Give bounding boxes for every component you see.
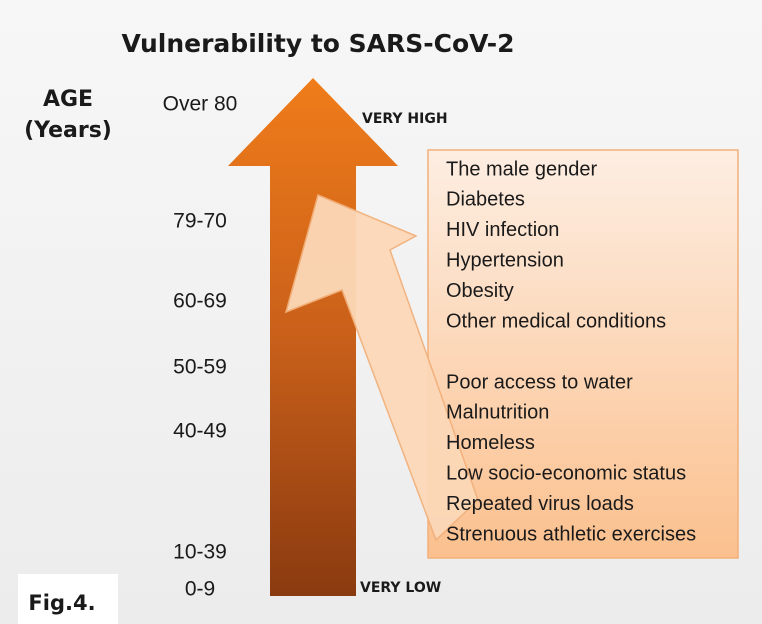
factor: Other medical conditions [446,310,666,332]
axis-label: (Years) [24,118,112,143]
factor: Repeated virus loads [446,493,634,515]
age-group: 79-70 [173,210,227,233]
factor: Low socio-economic status [446,462,686,484]
factor: Diabetes [446,189,525,211]
factors-arrow [284,193,479,542]
factor: The male gender [446,158,598,180]
factor-list: The male gender Diabetes HIV infection Hype… [446,158,696,545]
age-group: 10-39 [173,541,227,564]
factor: Malnutrition [446,402,549,424]
age-group: 0-9 [185,578,215,601]
level-label: VERY HIGH [362,111,448,127]
axis-label: AGE [43,87,93,112]
factor: Poor access to water [446,371,633,393]
factor: Hypertension [446,249,564,271]
factor: Obesity [446,280,514,302]
vulnerability-arrow [228,78,398,596]
age-group: 40-49 [173,420,227,443]
figure-label: Fig.4. [28,591,95,615]
level-label: VERY LOW [360,580,441,596]
age-group: 50-59 [173,356,227,379]
figure-label-box [18,574,118,624]
age-group: 60-69 [173,290,227,313]
factor: Strenuous athletic exercises [446,523,696,545]
title: Vulnerability to SARS-CoV-2 [122,29,515,58]
factors-box [427,149,739,559]
age-group: Over 80 [163,93,238,116]
factor: HIV infection [446,219,559,241]
factor: Homeless [446,432,535,454]
